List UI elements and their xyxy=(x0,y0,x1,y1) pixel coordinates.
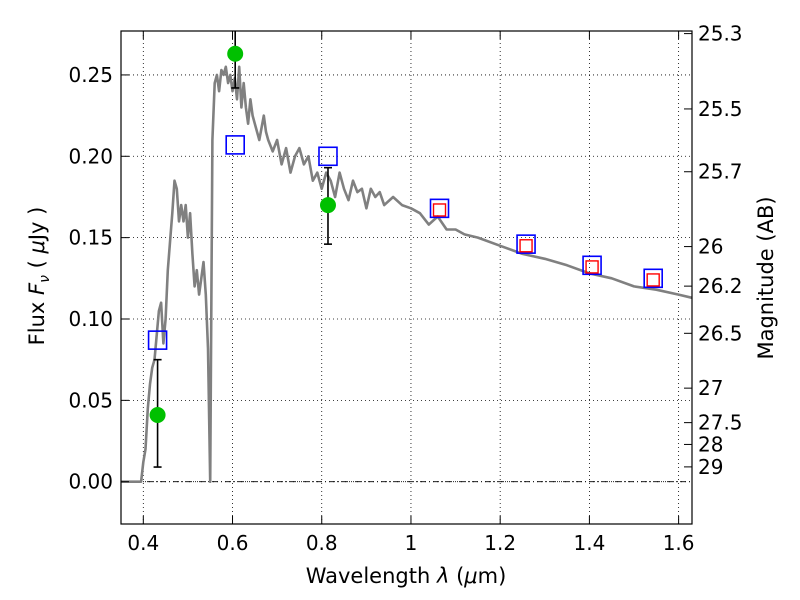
model-red-square xyxy=(585,260,599,274)
observed-point xyxy=(319,197,336,214)
y2-axis-label: Magnitude (AB) xyxy=(754,196,778,359)
x-tick-label: 1.6 xyxy=(663,531,695,555)
x-axis-ticks: 0.4 0.6 0.8 1 1.2 1.4 1.6 xyxy=(127,31,695,555)
y-tick-label: 0.00 xyxy=(68,470,113,494)
y2-tick-label: 27.5 xyxy=(698,411,743,435)
x-tick-label: 1.4 xyxy=(573,531,605,555)
y2-tick-label: 25.7 xyxy=(698,160,743,184)
model-red-square xyxy=(519,239,533,253)
x-tick-label: 1.2 xyxy=(484,531,516,555)
y2-tick-label: 26.2 xyxy=(698,274,743,298)
y2-tick-label: 28 xyxy=(698,432,723,456)
y-tick-label: 0.20 xyxy=(68,144,113,168)
y2-tick-label: 25.3 xyxy=(698,22,743,46)
x-tick-label: 0.4 xyxy=(127,531,159,555)
spectrum-line xyxy=(121,65,693,483)
x-tick-label: 0.6 xyxy=(217,531,249,555)
x-tick-label: 0.8 xyxy=(306,531,338,555)
model-blue-square xyxy=(225,135,245,155)
y-tick-label: 0.10 xyxy=(68,307,113,331)
model-blue-square xyxy=(318,146,338,167)
y2-tick-label: 26.5 xyxy=(698,321,743,345)
model-blue-square xyxy=(429,198,450,219)
observed-points xyxy=(149,45,336,423)
model-red-squares xyxy=(432,203,660,287)
model-red-square xyxy=(432,203,447,217)
y-tick-label: 0.15 xyxy=(68,226,113,250)
model-blue-square xyxy=(147,330,168,350)
model-blue-square xyxy=(643,268,663,289)
y-axis-label: Flux Fν ( μJy ) xyxy=(25,207,53,346)
y2-tick-label: 29 xyxy=(698,455,723,479)
model-blue-squares xyxy=(147,135,663,350)
model-blue-square xyxy=(516,234,536,254)
model-spectrum xyxy=(121,65,693,483)
model-red-square xyxy=(646,273,660,287)
y-tick-label: 0.05 xyxy=(68,388,113,412)
observed-point xyxy=(227,45,244,62)
y2-tick-label: 27 xyxy=(698,376,723,400)
observed-point xyxy=(149,406,166,423)
x-axis-label: Wavelength λ (μm) xyxy=(306,564,507,588)
y-tick-label: 0.25 xyxy=(68,63,113,87)
x-tick-label: 1 xyxy=(405,531,418,555)
y-axis-ticks: 0.00 0.05 0.10 0.15 0.20 0.25 xyxy=(68,63,129,494)
y2-tick-label: 26 xyxy=(698,235,723,259)
y2-tick-label: 25.5 xyxy=(698,97,743,121)
plot-frame xyxy=(120,30,693,525)
model-blue-square xyxy=(582,255,602,276)
